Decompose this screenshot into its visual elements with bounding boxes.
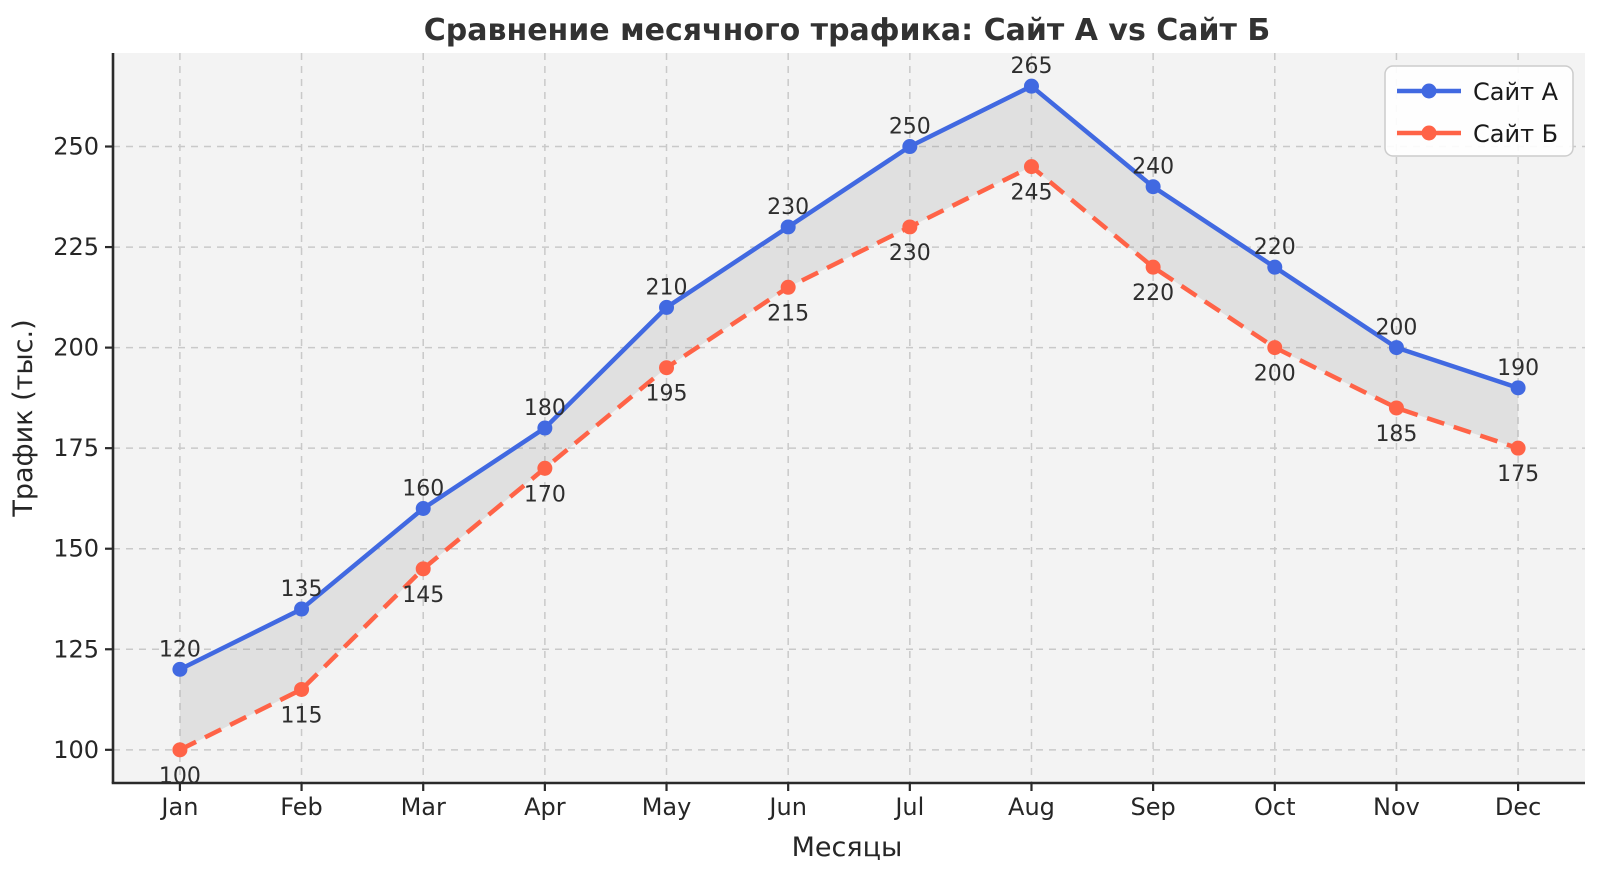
x-tick-label: Dec [1495, 793, 1541, 821]
data-point-marker [1145, 179, 1161, 195]
x-tick-label: Oct [1254, 793, 1296, 821]
point-value-label: 220 [1132, 281, 1174, 306]
point-value-label: 170 [524, 482, 566, 507]
plot-area: 1201351601802102302502652402202001901001… [53, 53, 1585, 821]
marker-layer-site-a [172, 78, 1526, 677]
y-tick-label: 100 [53, 736, 99, 764]
chart-title: Сравнение месячного трафика: Сайт А vs С… [424, 13, 1270, 48]
plot-background [113, 53, 1585, 783]
point-value-label: 180 [524, 396, 566, 421]
data-point-marker [537, 420, 553, 436]
data-point-marker [415, 561, 431, 577]
y-tick-label: 125 [53, 635, 99, 663]
point-label-layer-site-a: 120 135 160 180 210 230 250 265 240 220 200 190 [159, 54, 1539, 662]
x-axis-ticks: Jan Feb Mar Apr May Jun Jul Aug Sep Oct Nov Dec [159, 783, 1541, 821]
point-value-label: 245 [1010, 181, 1052, 206]
data-point-marker [659, 299, 675, 315]
point-value-label: 230 [767, 195, 809, 220]
legend-label: Сайт Б [1473, 120, 1558, 148]
data-point-marker [415, 500, 431, 516]
point-value-label: 250 [889, 115, 931, 140]
point-value-label: 175 [1497, 462, 1539, 487]
data-point-marker [1388, 340, 1404, 356]
y-tick-label: 250 [53, 133, 99, 161]
y-axis-label: Трафик (тыс.) [8, 319, 39, 517]
legend-marker-sample [1421, 83, 1437, 99]
point-value-label: 195 [646, 382, 688, 407]
point-value-label: 145 [402, 583, 444, 608]
data-point-marker [294, 681, 310, 697]
data-point-marker [780, 279, 796, 295]
fill-between-region [179, 86, 1519, 750]
legend-row-site-a: Сайт А [1397, 78, 1559, 106]
legend-label: Сайт А [1473, 78, 1559, 106]
x-tick-label: Jan [159, 793, 198, 821]
x-tick-label: Feb [280, 793, 323, 821]
point-value-label: 230 [889, 241, 931, 266]
marker-layer-site-b [172, 159, 1526, 758]
data-point-marker [659, 360, 675, 376]
data-point-marker [902, 139, 918, 155]
x-tick-label: Jun [767, 793, 807, 821]
data-point-marker [780, 219, 796, 235]
series-line-site-a [178, 83, 1519, 672]
x-tick-label: Jul [893, 793, 924, 821]
point-value-label: 185 [1375, 422, 1417, 447]
y-tick-label: 225 [53, 233, 99, 261]
data-point-marker [1388, 400, 1404, 416]
data-point-marker [1145, 259, 1161, 275]
legend-row-site-b: Сайт Б [1397, 120, 1558, 148]
point-value-label: 120 [159, 637, 201, 662]
point-value-label: 220 [1254, 235, 1296, 260]
data-point-marker [1267, 259, 1283, 275]
data-point-marker [1510, 440, 1526, 456]
data-point-marker [1023, 78, 1039, 94]
data-point-marker [172, 661, 188, 677]
x-tick-label: Nov [1373, 793, 1420, 821]
point-value-label: 200 [1375, 316, 1417, 341]
data-point-marker [1267, 340, 1283, 356]
y-tick-label: 175 [53, 434, 99, 462]
data-point-marker [902, 219, 918, 235]
point-value-label: 265 [1010, 54, 1052, 79]
x-tick-label: Apr [524, 793, 566, 821]
point-value-label: 190 [1497, 356, 1539, 381]
legend: Сайт А Сайт Б [1384, 65, 1574, 157]
x-tick-label: Sep [1131, 793, 1176, 821]
point-value-label: 200 [1254, 362, 1296, 387]
point-value-label: 115 [281, 703, 323, 728]
data-point-marker [1023, 159, 1039, 175]
x-tick-label: May [642, 793, 692, 821]
data-point-marker [1510, 380, 1526, 396]
x-axis-label: Месяцы [792, 832, 903, 863]
grid-layer [113, 53, 1585, 783]
y-tick-label: 200 [53, 334, 99, 362]
point-value-label: 160 [402, 476, 444, 501]
legend-marker-sample [1421, 125, 1437, 141]
point-value-label: 240 [1132, 155, 1174, 180]
x-tick-label: Aug [1008, 793, 1055, 821]
point-value-label: 215 [767, 301, 809, 326]
x-tick-label: Mar [401, 793, 446, 821]
data-point-marker [172, 742, 188, 758]
point-value-label: 135 [281, 577, 323, 602]
data-point-marker [537, 460, 553, 476]
data-point-marker [294, 601, 310, 617]
y-axis-ticks: 100 125 150 175 200 225 250 [53, 133, 113, 764]
y-tick-label: 150 [53, 535, 99, 563]
point-value-label: 210 [646, 275, 688, 300]
